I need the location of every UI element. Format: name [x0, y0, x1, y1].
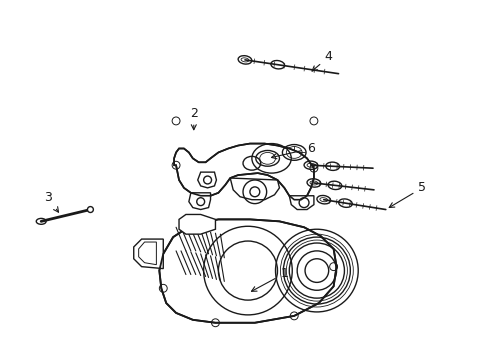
Text: 6: 6 — [271, 142, 314, 159]
Text: 3: 3 — [44, 191, 59, 212]
Polygon shape — [159, 219, 336, 323]
Polygon shape — [174, 144, 313, 200]
Text: 4: 4 — [311, 50, 332, 71]
Circle shape — [87, 207, 93, 212]
Polygon shape — [230, 178, 279, 200]
Text: 1: 1 — [251, 267, 288, 291]
Polygon shape — [289, 196, 313, 210]
Text: 5: 5 — [388, 181, 426, 207]
Polygon shape — [133, 239, 163, 269]
Polygon shape — [179, 215, 215, 234]
Text: 2: 2 — [189, 107, 197, 130]
Polygon shape — [197, 172, 216, 188]
Polygon shape — [188, 193, 210, 210]
